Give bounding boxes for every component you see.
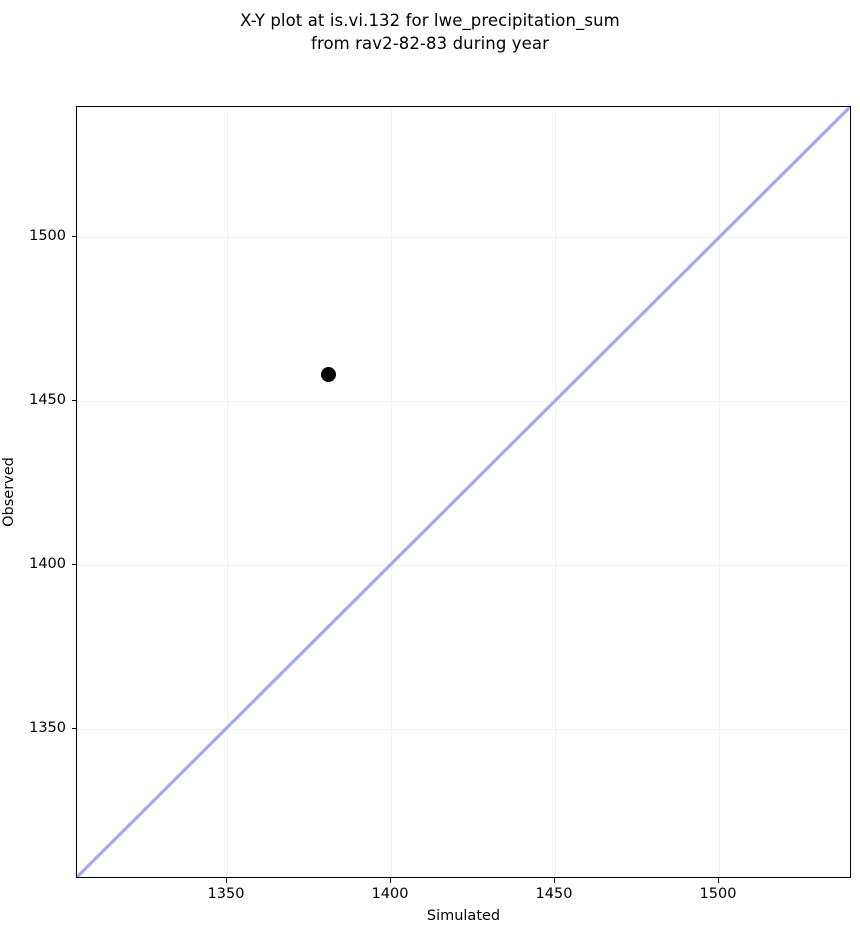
y-axis-label: Observed <box>1 457 17 527</box>
tick-mark-y-1450 <box>71 399 76 401</box>
tick-mark-x-1400 <box>389 878 391 883</box>
tick-label-y-1400: 1400 <box>29 556 66 572</box>
tick-label-x-1450: 1450 <box>535 886 573 902</box>
x-axis-label: Simulated <box>426 908 501 924</box>
gridline-x-1350 <box>226 107 228 877</box>
tick-label-y-1500: 1500 <box>29 228 66 244</box>
tick-mark-y-1350 <box>71 727 76 729</box>
tick-mark-y-1400 <box>71 563 76 565</box>
chart-title: X-Y plot at is.vi.132 for lwe_precipitat… <box>240 11 620 53</box>
tick-label-x-1500: 1500 <box>699 886 737 902</box>
gridline-y-1350 <box>77 728 850 730</box>
tick-label-x-1400: 1400 <box>371 886 409 902</box>
gridline-y-1500 <box>77 236 850 238</box>
gridline-x-1450 <box>554 107 556 877</box>
tick-label-y-1450: 1450 <box>29 392 66 408</box>
data-point[interactable] <box>320 366 336 382</box>
tick-mark-y-1500 <box>71 235 76 237</box>
tick-label-y-1350: 1350 <box>29 720 66 736</box>
plot-area[interactable] <box>76 106 851 878</box>
gridline-x-1400 <box>390 107 392 877</box>
gridline-x-1500 <box>718 107 720 877</box>
tick-mark-x-1350 <box>225 878 227 883</box>
gridline-y-1400 <box>77 564 850 566</box>
tick-mark-x-1500 <box>717 878 719 883</box>
gridline-y-1450 <box>77 400 850 402</box>
one-to-one-line <box>77 107 850 877</box>
tick-mark-x-1450 <box>553 878 555 883</box>
tick-label-x-1350: 1350 <box>207 886 245 902</box>
